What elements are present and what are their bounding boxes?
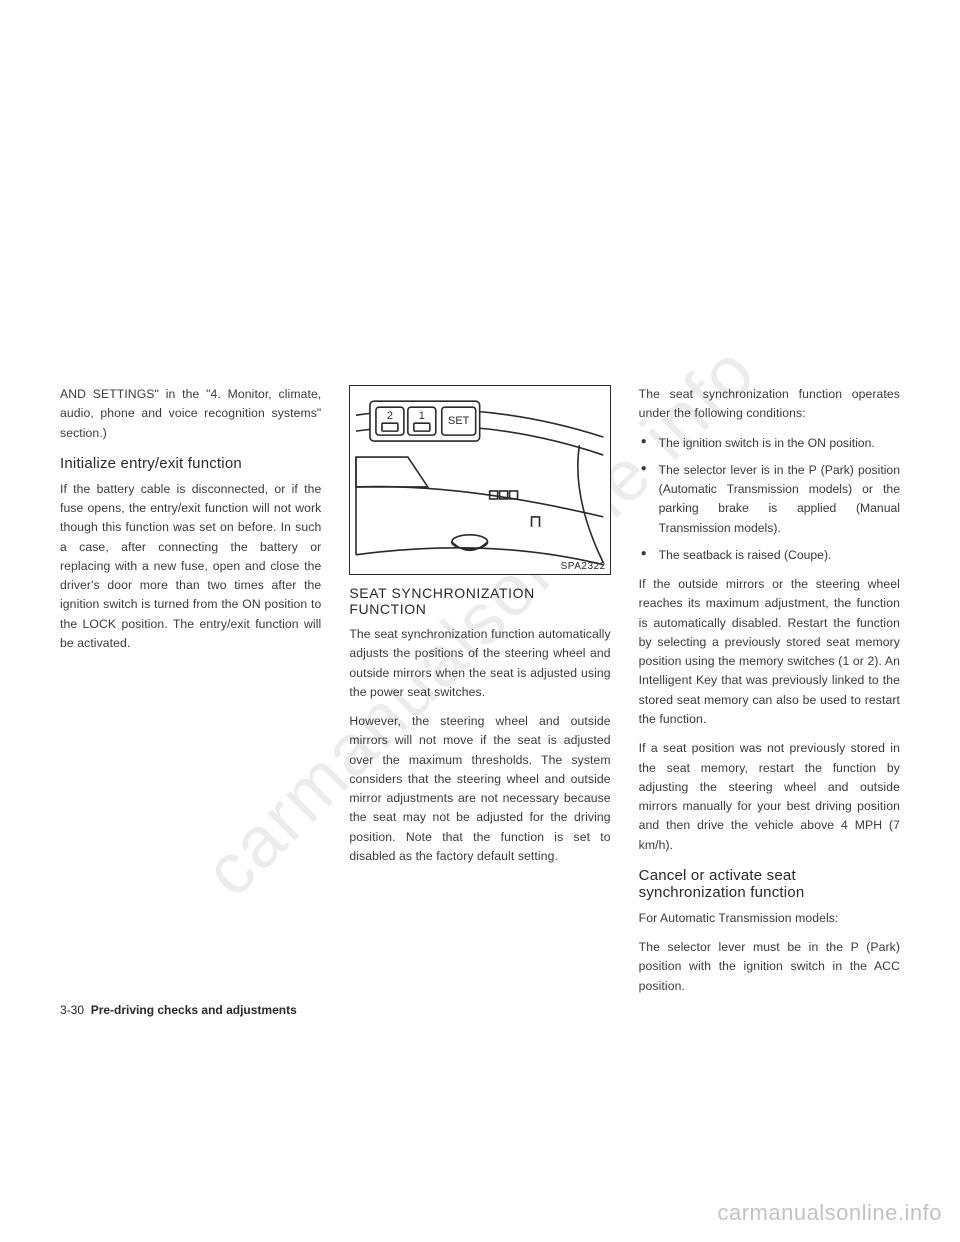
heading-seat-sync: SEAT SYNCHRONIZATION FUNCTION [349,585,610,617]
at-models-label: For Automatic Transmission models: [639,909,900,928]
condition-selector: The selector lever is in the P (Park) po… [639,461,900,538]
heading-cancel-2: synchronization function [639,884,900,901]
corner-watermark: carmanualsonline.info [717,1200,942,1226]
manual-page: carmanualsonline.info AND SETTINGS" in t… [0,0,960,1242]
svg-text:SET: SET [448,415,470,427]
outside-mirrors-note: If the outside mirrors or the steering w… [639,575,900,729]
seat-switch-diagram: 2 1 SET [350,386,609,574]
selector-note: The selector lever must be in the P (Par… [639,938,900,996]
seat-sync-p2: However, the steering wheel and outside … [349,712,610,866]
page-footer: 3-30 Pre-driving checks and adjustments [60,1003,297,1017]
lead-paragraph: AND SETTINGS" in the "4. Monitor, climat… [60,385,321,443]
page-number: 3-30 [60,1003,84,1017]
figure-label: SPA2322 [561,561,606,572]
condition-ignition: The ignition switch is in the ON positio… [639,434,900,453]
heading-initialize: Initialize entry/exit function [60,455,321,472]
figure-seat-memory-switches: 2 1 SET [349,385,610,575]
seat-sync-p1: The seat synchronization function automa… [349,625,610,702]
conditions-intro: The seat synchronization function operat… [639,385,900,424]
svg-text:1: 1 [419,410,425,422]
paragraph-initialize: If the battery cable is disconnected, or… [60,480,321,653]
conditions-list: The ignition switch is in the ON positio… [639,434,900,566]
section-title: Pre-driving checks and adjustments [91,1003,297,1017]
content-columns: AND SETTINGS" in the "4. Monitor, climat… [60,385,900,1006]
column-2: 2 1 SET [349,385,610,1006]
seat-position-note: If a seat position was not previously st… [639,739,900,855]
column-3: The seat synchronization function operat… [639,385,900,1006]
heading-cancel-1: Cancel or activate seat [639,867,900,884]
condition-seatback: The seatback is raised (Coupe). [639,546,900,565]
svg-text:2: 2 [387,410,393,422]
column-1: AND SETTINGS" in the "4. Monitor, climat… [60,385,321,1006]
